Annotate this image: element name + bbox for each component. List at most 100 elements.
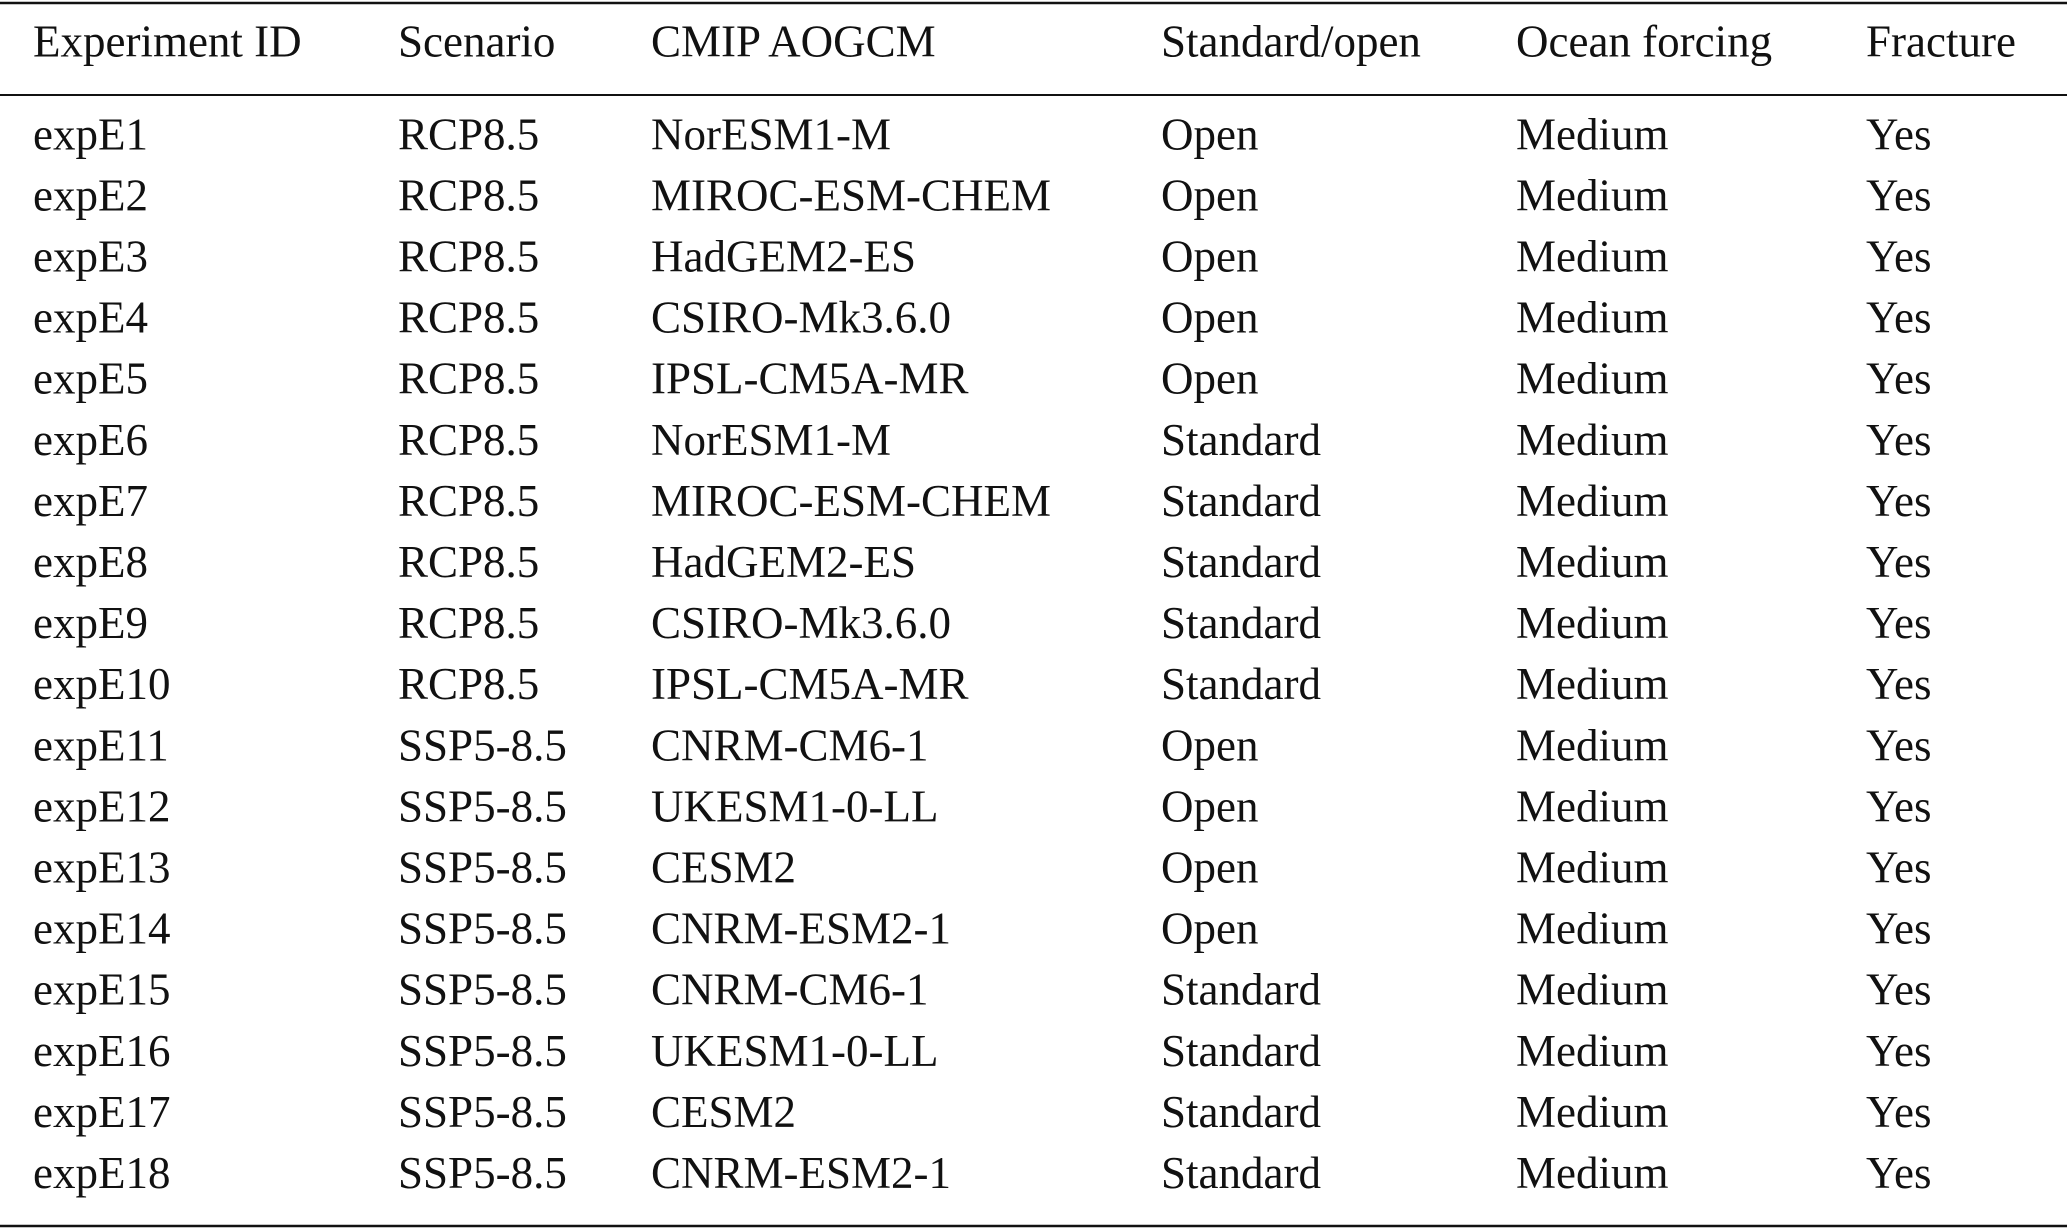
cell: RCP8.5 [398,537,539,587]
cell: SSP5-8.5 [398,781,567,831]
cell: Open [1161,354,1258,404]
cell: Medium [1516,537,1669,587]
cell: Standard [1161,965,1321,1015]
cell: Medium [1516,476,1669,526]
cell: MIROC-ESM-CHEM [651,170,1051,220]
cell: RCP8.5 [398,659,539,709]
header-cell: Fracture [1866,16,2016,66]
cell: Open [1161,843,1258,893]
cell: Medium [1516,659,1669,709]
cell: NorESM1-M [651,415,891,465]
cell: RCP8.5 [398,476,539,526]
cell: expE15 [33,965,170,1015]
cell: Yes [1866,904,1931,954]
cell: Medium [1516,170,1669,220]
cell: Medium [1516,781,1669,831]
cell: RCP8.5 [398,232,539,282]
cell: Standard [1161,476,1321,526]
cell: MIROC-ESM-CHEM [651,476,1051,526]
cell: UKESM1-0-LL [651,1026,938,1076]
cell: expE5 [33,354,148,404]
cell: SSP5-8.5 [398,1087,567,1137]
cell: Standard [1161,1148,1321,1198]
cell: expE13 [33,843,170,893]
cell: Open [1161,781,1258,831]
cell: Medium [1516,965,1669,1015]
cell: RCP8.5 [398,170,539,220]
cell: Open [1161,232,1258,282]
cell: expE6 [33,415,148,465]
header-cell: Ocean forcing [1516,16,1772,66]
cell: Standard [1161,659,1321,709]
cell: CSIRO-Mk3.6.0 [651,293,951,343]
cell: expE9 [33,598,148,648]
cell: expE10 [33,659,170,709]
cell: CNRM-ESM2-1 [651,904,951,954]
cell: Medium [1516,1148,1669,1198]
cell: RCP8.5 [398,415,539,465]
cell: Medium [1516,1087,1669,1137]
header-cell: Experiment ID [33,16,302,66]
cell: Yes [1866,354,1931,404]
cell: expE12 [33,781,170,831]
cell: Open [1161,904,1258,954]
cell: expE4 [33,293,148,343]
cell: Standard [1161,1026,1321,1076]
cell: Yes [1866,843,1931,893]
cell: SSP5-8.5 [398,1026,567,1076]
cell: Medium [1516,904,1669,954]
cell: expE16 [33,1026,170,1076]
cell: Standard [1161,598,1321,648]
cell: Open [1161,109,1258,159]
cell: HadGEM2-ES [651,537,916,587]
cell: Medium [1516,354,1669,404]
cell: Medium [1516,232,1669,282]
cell: expE8 [33,537,148,587]
cell: Yes [1866,537,1931,587]
cell: expE11 [33,720,169,770]
cell: Yes [1866,659,1931,709]
cell: RCP8.5 [398,598,539,648]
cell: IPSL-CM5A-MR [651,659,969,709]
cell: Medium [1516,843,1669,893]
cell: SSP5-8.5 [398,904,567,954]
cell: SSP5-8.5 [398,843,567,893]
cell: Yes [1866,232,1931,282]
cell: CNRM-CM6-1 [651,965,929,1015]
cell: NorESM1-M [651,109,891,159]
cell: Yes [1866,965,1931,1015]
cell: Open [1161,720,1258,770]
cell: expE2 [33,170,148,220]
cell: CNRM-ESM2-1 [651,1148,951,1198]
cell: Yes [1866,476,1931,526]
cell: SSP5-8.5 [398,720,567,770]
cell: Yes [1866,1026,1931,1076]
cell: Open [1161,170,1258,220]
cell: CNRM-CM6-1 [651,720,929,770]
header-cell: CMIP AOGCM [651,16,936,66]
cell: IPSL-CM5A-MR [651,354,969,404]
cell: RCP8.5 [398,109,539,159]
cell: expE1 [33,109,148,159]
cell: Yes [1866,598,1931,648]
cell: Yes [1866,1148,1931,1198]
cell: Yes [1866,1087,1931,1137]
cell: CESM2 [651,843,796,893]
cell: CSIRO-Mk3.6.0 [651,598,951,648]
cell: Medium [1516,293,1669,343]
header-cell: Scenario [398,16,555,66]
cell: Yes [1866,781,1931,831]
cell: Yes [1866,293,1931,343]
cell: Yes [1866,109,1931,159]
header-cell: Standard/open [1161,16,1421,66]
cell: Medium [1516,720,1669,770]
cell: CESM2 [651,1087,796,1137]
cell: expE18 [33,1148,170,1198]
cell: expE14 [33,904,170,954]
cell: Yes [1866,170,1931,220]
cell: Yes [1866,415,1931,465]
cell: expE17 [33,1087,170,1137]
cell: Medium [1516,598,1669,648]
